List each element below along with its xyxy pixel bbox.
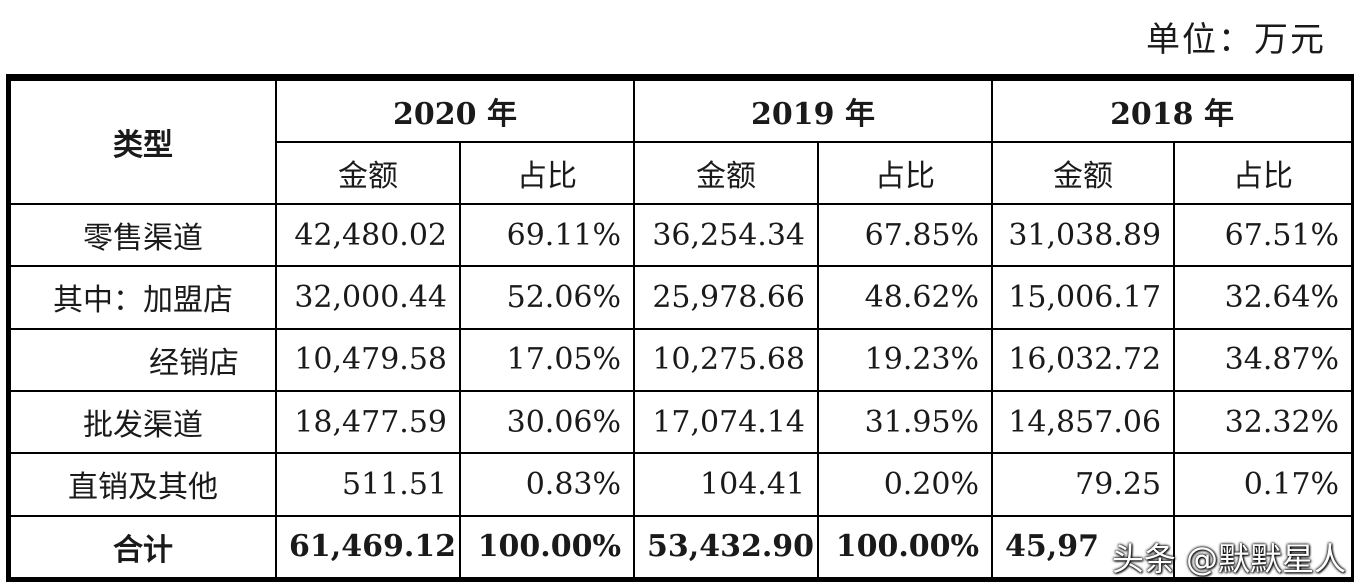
amount-cell: 25,978.66 — [633, 265, 820, 330]
amount-cell: 14,857.06 — [991, 389, 1176, 455]
share-header: 占比 — [1173, 141, 1354, 205]
table-row: 其中：加盟店 32,000.44 52.06% 25,978.66 48.62%… — [9, 265, 1354, 330]
table-row: 经销店 10,479.58 17.05% 10,275.68 19.23% 16… — [9, 327, 1354, 392]
row-label: 合计 — [9, 514, 277, 580]
table-row: 批发渠道 18,477.59 30.06% 17,074.14 31.95% 1… — [9, 389, 1354, 455]
type-header: 类型 — [9, 79, 277, 205]
share-cell: 19.23% — [817, 327, 994, 392]
share-header: 占比 — [817, 141, 994, 205]
table-row: 零售渠道 42,480.02 69.11% 36,254.34 67.85% 3… — [9, 202, 1354, 268]
share-cell: 0.83% — [458, 452, 636, 517]
share-cell: 31.95% — [817, 389, 994, 455]
share-cell: 100.00% — [817, 514, 994, 580]
share-header: 占比 — [458, 141, 636, 205]
unit-label: 单位：万元 — [1146, 20, 1326, 60]
table-row: 直销及其他 511.51 0.83% 104.41 0.20% 79.25 0.… — [9, 452, 1354, 517]
row-label: 经销店 — [9, 327, 277, 392]
amount-header: 金额 — [633, 141, 820, 205]
amount-cell: 10,275.68 — [633, 327, 820, 392]
amount-cell: 104.41 — [633, 452, 820, 517]
revenue-table: 类型 2020 年 2019 年 2018 年 金额 占比 金额 占比 金额 占… — [6, 74, 1354, 582]
share-cell — [1173, 514, 1354, 580]
amount-cell: 31,038.89 — [991, 202, 1176, 268]
share-cell: 67.51% — [1173, 202, 1354, 268]
amount-cell: 16,032.72 — [991, 327, 1176, 392]
amount-cell: 53,432.90 — [633, 514, 820, 580]
total-row: 合计 61,469.12 100.00% 53,432.90 100.00% 4… — [9, 514, 1354, 580]
row-label: 零售渠道 — [9, 202, 277, 268]
amount-cell: 45,97 — [991, 514, 1176, 580]
row-label: 直销及其他 — [9, 452, 277, 517]
share-cell: 48.62% — [817, 265, 994, 330]
amount-cell: 18,477.59 — [275, 389, 461, 455]
row-label: 其中：加盟店 — [9, 265, 277, 330]
share-cell: 17.05% — [458, 327, 636, 392]
share-cell: 0.20% — [817, 452, 994, 517]
amount-header: 金额 — [991, 141, 1176, 205]
share-cell: 69.11% — [458, 202, 636, 268]
share-cell: 52.06% — [458, 265, 636, 330]
year-header-2019: 2019 年 — [633, 79, 994, 143]
amount-cell: 36,254.34 — [633, 202, 820, 268]
share-cell: 100.00% — [458, 514, 636, 580]
share-cell: 34.87% — [1173, 327, 1354, 392]
share-cell: 30.06% — [458, 389, 636, 455]
share-cell: 67.85% — [817, 202, 994, 268]
share-cell: 0.17% — [1173, 452, 1354, 517]
year-header-2020: 2020 年 — [274, 79, 636, 143]
row-label: 批发渠道 — [9, 389, 277, 455]
amount-cell: 61,469.12 — [275, 514, 461, 580]
year-header-2018: 2018 年 — [991, 79, 1354, 143]
amount-cell: 79.25 — [991, 452, 1176, 517]
amount-cell: 10,479.58 — [275, 327, 461, 392]
amount-cell: 511.51 — [275, 452, 461, 517]
amount-cell: 17,074.14 — [633, 389, 820, 455]
amount-cell: 32,000.44 — [275, 265, 461, 330]
share-cell: 32.64% — [1173, 265, 1354, 330]
amount-cell: 42,480.02 — [275, 202, 461, 268]
share-cell: 32.32% — [1173, 389, 1354, 455]
amount-cell: 15,006.17 — [991, 265, 1176, 330]
amount-header: 金额 — [275, 141, 461, 205]
